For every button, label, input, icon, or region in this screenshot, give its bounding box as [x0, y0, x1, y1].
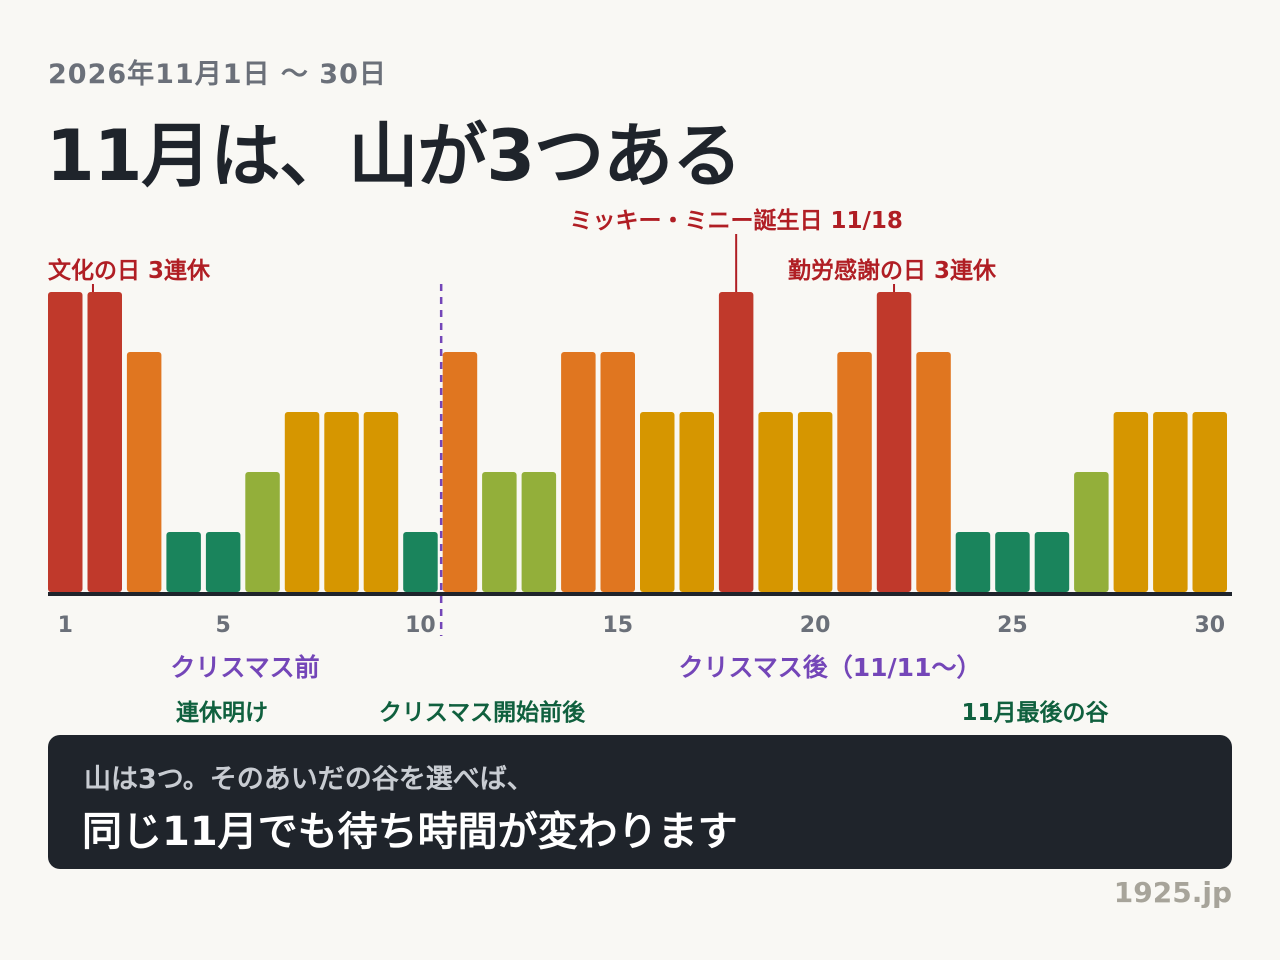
peak-annotation-3: 勤労感謝の日 3連休: [788, 257, 997, 284]
bar-day-19: [758, 412, 793, 592]
site-credit: 1925.jp: [1113, 876, 1232, 909]
summary-note: 山は3つ。そのあいだの谷を選べば、 同じ11月でも待ち時間が変わります: [48, 735, 1232, 869]
note-headline: 同じ11月でも待ち時間が変わります: [82, 809, 738, 855]
bar-day-26: [1034, 532, 1070, 592]
valley-label-1: 連休明け: [176, 700, 268, 726]
bar-day-20: [797, 412, 833, 592]
x-tick-label-25: 25: [997, 613, 1028, 638]
bar-day-23: [916, 352, 951, 592]
bar-day-8: [324, 412, 359, 592]
bar-day-2: [87, 292, 122, 592]
bar-day-6: [245, 472, 280, 592]
bar-day-24: [955, 532, 991, 592]
bar-day-22: [876, 292, 912, 592]
bar-day-15: [600, 352, 635, 592]
bar-day-13: [521, 472, 557, 592]
period-label-1: クリスマス前: [170, 653, 319, 682]
date-range-subtitle: 2026年11月1日 〜 30日: [48, 59, 387, 90]
x-tick-label-5: 5: [215, 613, 230, 638]
bar-day-12: [482, 472, 517, 592]
peak-annotation-2: ミッキー・ミニー誕生日 11/18: [569, 208, 902, 234]
period-label-2: クリスマス後（11/11〜）: [679, 653, 982, 682]
bar-day-25: [995, 532, 1030, 592]
valley-label-3: 11月最後の谷: [961, 699, 1109, 726]
bar-day-28: [1113, 412, 1149, 592]
bar-day-18: [718, 292, 754, 592]
bar-day-5: [205, 532, 241, 592]
note-lead: 山は3つ。そのあいだの谷を選べば、: [84, 764, 534, 795]
x-tick-label-10: 10: [405, 613, 436, 638]
x-tick-label-20: 20: [800, 613, 831, 638]
bar-day-16: [640, 412, 675, 592]
bar-day-3: [126, 352, 162, 592]
bar-day-14: [561, 352, 596, 592]
bar-day-9: [363, 412, 399, 592]
bar-day-21: [837, 352, 872, 592]
peak-annotation-1: 文化の日 3連休: [48, 257, 211, 284]
page-title: 11月は、山が3つある: [46, 115, 742, 197]
bar-day-30: [1192, 412, 1227, 592]
bar-day-17: [679, 412, 714, 592]
x-tick-label-1: 1: [58, 613, 73, 638]
bar-day-29: [1153, 412, 1188, 592]
bar-day-10: [403, 532, 438, 592]
bar-day-4: [166, 532, 201, 592]
bar-day-27: [1074, 472, 1109, 592]
bar-day-7: [284, 412, 320, 592]
x-axis-line: [48, 592, 1232, 596]
x-tick-label-30: 30: [1194, 613, 1225, 638]
x-tick-label-15: 15: [602, 613, 633, 638]
bar-day-1: [48, 292, 83, 592]
bar-day-11: [442, 352, 478, 592]
valley-label-2: クリスマス開始前後: [379, 699, 586, 726]
